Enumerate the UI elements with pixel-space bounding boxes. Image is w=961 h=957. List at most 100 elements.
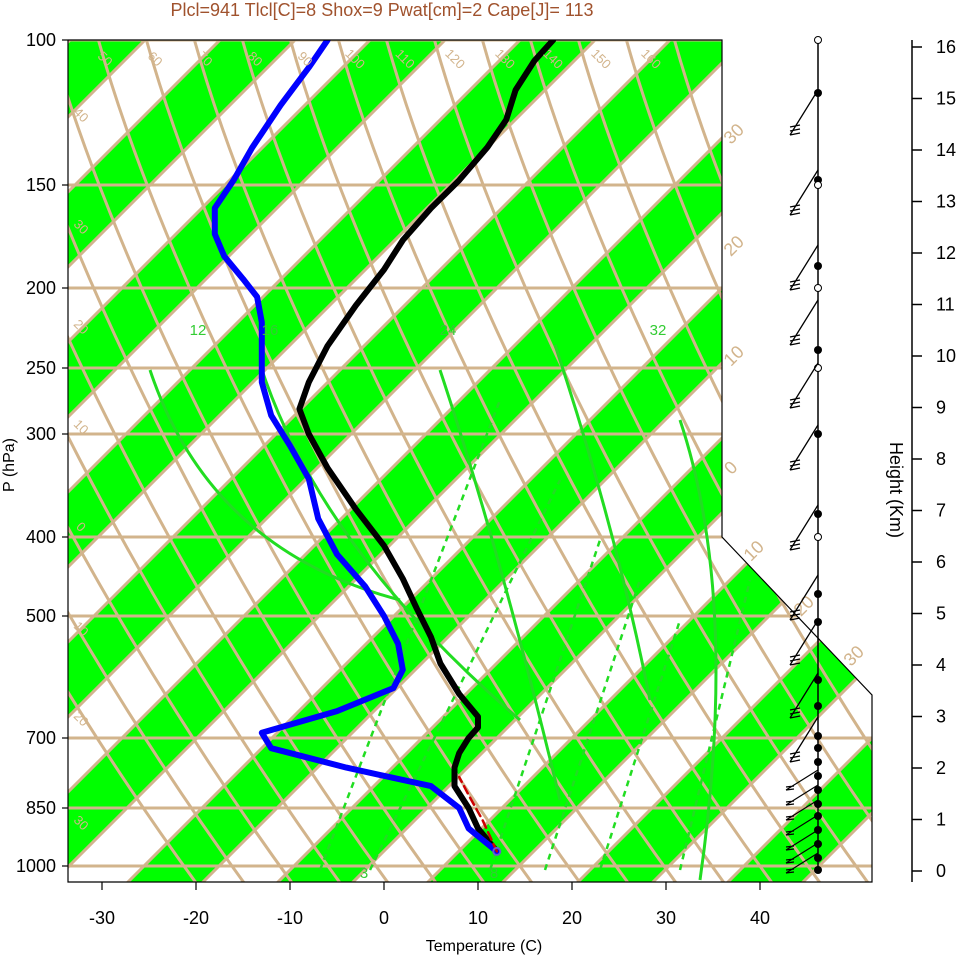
isotherm-line xyxy=(533,40,872,882)
wind-profile xyxy=(785,36,822,874)
isotherm-label-right: 0 xyxy=(720,457,741,478)
y-tick-label: 200 xyxy=(26,278,56,298)
wind-barb xyxy=(785,784,819,806)
mixing-ratio-label: 24 xyxy=(440,322,457,339)
dry-adiabat-line xyxy=(68,40,350,882)
wind-barb xyxy=(789,574,819,621)
isotherm-line xyxy=(458,40,872,882)
height-tick-label: 7 xyxy=(936,501,946,521)
dry-adiabat-line xyxy=(278,40,782,882)
height-tick-label: 11 xyxy=(936,295,955,315)
wind-level-marker xyxy=(814,758,822,766)
x-tick-label: 20 xyxy=(562,908,582,928)
x-tick-label: -20 xyxy=(183,908,209,928)
moist-adiabats xyxy=(148,344,752,881)
dry-adiabat-line xyxy=(68,40,494,882)
isotherm-line xyxy=(68,40,487,882)
parcel-path-line xyxy=(457,775,499,853)
mixing-ratio-label: 16 xyxy=(262,322,279,339)
height-tick-label: 5 xyxy=(936,604,946,624)
y-tick-label: 250 xyxy=(26,358,56,378)
x-tick-label: 10 xyxy=(468,908,488,928)
isotherm-line xyxy=(383,40,872,882)
mixing-ratio-line xyxy=(488,539,602,871)
height-tick-label: 13 xyxy=(936,192,956,212)
chart-title: Plcl=941 Tlcl[C]=8 Shox=9 Pwat[cm]=2 Cap… xyxy=(170,0,593,20)
mixing-ratio-labels: 12 16 24 32 3 8 xyxy=(190,322,667,882)
temperature-profile-line xyxy=(296,40,557,855)
wind-level-marker xyxy=(814,840,822,848)
wind-level-marker-open xyxy=(814,533,822,541)
x-tick-label: 40 xyxy=(750,908,770,928)
mixing-ratio-label: 12 xyxy=(190,322,207,339)
mixing-ratio-line xyxy=(678,579,752,871)
band-stripe xyxy=(68,40,785,882)
y-tick-label: 300 xyxy=(26,424,56,444)
wind-level-marker xyxy=(814,800,822,808)
dry-adiabat-line xyxy=(68,40,542,882)
wind-level-marker xyxy=(814,430,822,438)
wind-level-marker-open xyxy=(814,284,822,292)
height-tick-label: 14 xyxy=(936,140,956,160)
moist-adiabat-line xyxy=(148,369,401,602)
dry-adiabat-line xyxy=(374,40,872,882)
wind-level-marker xyxy=(814,702,822,710)
height-tick-label: 3 xyxy=(936,707,946,727)
isotherm-line xyxy=(158,40,872,882)
mixing-ratio-label: 8 xyxy=(490,865,498,882)
dewpoint-profile-line xyxy=(211,40,500,855)
height-tick-label: 10 xyxy=(936,346,956,366)
wind-barb xyxy=(785,842,819,864)
mixing-ratio-line xyxy=(543,579,642,871)
y-tick-label: 700 xyxy=(26,728,56,748)
isotherm-label-right: 20 xyxy=(720,232,748,260)
wind-barb xyxy=(789,716,819,763)
band-stripe xyxy=(68,40,485,882)
moist-adiabat-line xyxy=(438,369,562,801)
wind-barb xyxy=(789,299,819,346)
y-tick-label: 100 xyxy=(26,30,56,50)
wind-level-marker xyxy=(814,676,822,684)
height-tick-label: 9 xyxy=(936,398,946,418)
lcl-marker xyxy=(492,846,502,856)
wind-barb xyxy=(785,852,819,874)
height-tick-label: 15 xyxy=(936,89,956,109)
dry-adiabat-label: 60 xyxy=(145,48,166,69)
x-axis-label: Temperature (C) xyxy=(426,938,542,955)
dry-adiabat-line xyxy=(518,40,872,882)
dry-adiabat-label: 120 xyxy=(442,46,468,72)
wind-barb xyxy=(785,769,819,791)
isotherm-line xyxy=(68,40,712,882)
wind-level-marker xyxy=(814,854,822,862)
wind-barb xyxy=(789,244,819,291)
moist-adiabat-line xyxy=(553,344,652,701)
height-tick-label: 16 xyxy=(936,37,956,57)
height-tick-label: 8 xyxy=(936,449,946,469)
dry-adiabat-line xyxy=(86,40,590,882)
isotherm-line xyxy=(83,40,872,882)
isotherm-line xyxy=(68,40,862,882)
isotherm-line xyxy=(683,40,872,882)
y-tick-label: 850 xyxy=(26,798,56,818)
x-tick-label: -30 xyxy=(89,908,115,928)
wind-barb xyxy=(789,169,819,216)
height-tick-label: 0 xyxy=(936,861,946,881)
wind-level-marker xyxy=(814,866,822,874)
wind-barb xyxy=(789,424,819,471)
isotherm-line xyxy=(68,40,562,882)
dry-adiabat-line xyxy=(68,40,398,882)
height-tick-label: 1 xyxy=(936,810,946,830)
height-axis-label: Height (Km) xyxy=(886,442,906,538)
y-axis-label: P (hPa) xyxy=(1,438,18,492)
wind-level-marker xyxy=(814,510,822,518)
mixing-ratio-label: 3 xyxy=(360,865,368,882)
wind-barb xyxy=(785,829,819,851)
band-stripe xyxy=(68,40,872,882)
wind-barb xyxy=(789,672,819,719)
x-tick-label: 0 xyxy=(379,908,389,928)
wind-barb xyxy=(789,89,819,136)
height-tick-label: 2 xyxy=(936,758,946,778)
y-tick-label: 500 xyxy=(26,606,56,626)
